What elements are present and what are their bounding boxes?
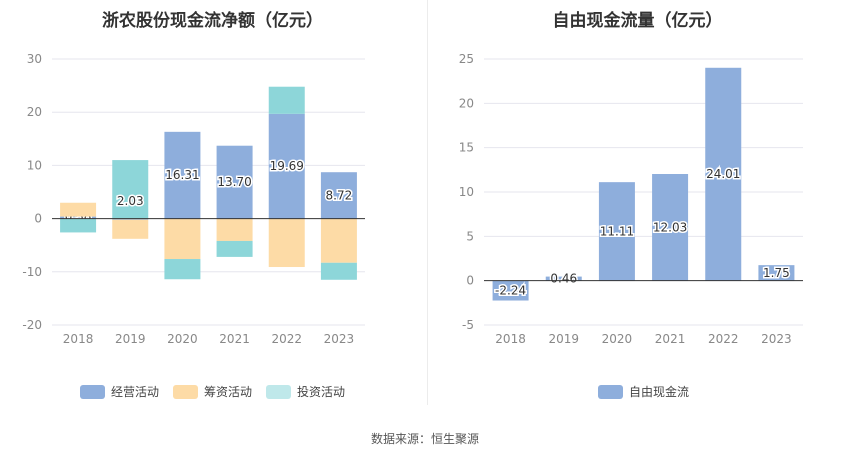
right-bar-fcf-2023 bbox=[758, 265, 795, 281]
right-x-tick-label: 2021 bbox=[655, 332, 686, 346]
left-x-tick-label: 2019 bbox=[115, 332, 146, 346]
legend-label-operating: 经营活动 bbox=[111, 385, 160, 399]
left-y-tick-label: -10 bbox=[22, 265, 42, 279]
right-y-tick-label: 15 bbox=[459, 141, 474, 155]
right-legend: 自由现金流 bbox=[598, 383, 703, 400]
left-y-tick-label: 20 bbox=[27, 105, 42, 119]
left-bar-financing-2020 bbox=[164, 218, 201, 260]
right-bar-fcf-2022 bbox=[705, 67, 742, 281]
right-value-label-2022: 24.01 bbox=[706, 167, 740, 181]
right-chart-title: 自由现金流量（亿元） bbox=[552, 11, 723, 31]
right-y-tick-label: -5 bbox=[462, 318, 474, 332]
right-x-tick-label: 2023 bbox=[761, 332, 792, 346]
right-y-tick-label: 10 bbox=[459, 185, 474, 199]
left-x-tick-label: 2021 bbox=[219, 332, 250, 346]
left-x-tick-label: 2020 bbox=[167, 332, 198, 346]
right-y-tick-label: 25 bbox=[459, 52, 474, 66]
left-x-tick-label: 2018 bbox=[63, 332, 94, 346]
left-bar-investing-2022 bbox=[268, 86, 305, 114]
right-bar-fcf-2018 bbox=[492, 280, 529, 301]
right-x-tick-label: 2018 bbox=[495, 332, 526, 346]
right-x-tick-label: 2022 bbox=[708, 332, 739, 346]
right-value-label-2019: 0.46 bbox=[550, 272, 577, 286]
legend-swatch-financing bbox=[173, 384, 199, 399]
legend-swatch-investing bbox=[266, 384, 292, 399]
left-bar-financing-2018 bbox=[60, 202, 97, 217]
left-bar-financing-2021 bbox=[216, 218, 253, 241]
left-bar-operating-2018 bbox=[60, 216, 97, 219]
legend-item-fcf[interactable]: 自由现金流 bbox=[598, 383, 689, 400]
left-chart-title: 浙农股份现金流净额（亿元） bbox=[102, 11, 323, 31]
left-bar-operating-2020 bbox=[164, 131, 201, 219]
left-bar-operating-2021 bbox=[216, 145, 253, 219]
right-y-tick-label: 0 bbox=[466, 274, 474, 288]
data-source-note: 数据来源：恒生聚源 bbox=[370, 432, 479, 446]
legend-item-financing[interactable]: 筹资活动 bbox=[173, 383, 252, 400]
left-bar-financing-2019 bbox=[112, 219, 149, 239]
right-value-label-2020: 11.11 bbox=[600, 224, 634, 238]
right-y-tick-label: 20 bbox=[459, 96, 474, 110]
legend-label-financing: 筹资活动 bbox=[204, 385, 253, 399]
right-bar-fcf-2019 bbox=[545, 276, 582, 281]
left-bar-operating-2019 bbox=[112, 218, 149, 220]
left-x-tick-label: 2023 bbox=[324, 332, 355, 346]
left-y-tick-label: 10 bbox=[27, 158, 42, 172]
left-value-label-2023: 8.72 bbox=[326, 188, 353, 202]
right-y-tick-label: 5 bbox=[466, 229, 474, 243]
left-bar-financing-2022 bbox=[268, 218, 305, 268]
legend-swatch-fcf bbox=[598, 384, 623, 399]
left-value-label-2021: 13.70 bbox=[217, 175, 251, 189]
left-bar-operating-2022 bbox=[268, 113, 305, 219]
right-value-label-2021: 12.03 bbox=[653, 220, 687, 234]
legend-swatch-operating bbox=[80, 384, 105, 399]
right-bar-fcf-2020 bbox=[598, 182, 635, 281]
right-value-label-2018: -2.24 bbox=[495, 284, 526, 298]
left-x-tick-label: 2022 bbox=[271, 332, 302, 346]
legend-item-operating[interactable]: 经营活动 bbox=[80, 383, 159, 400]
right-bar-fcf-2021 bbox=[652, 174, 689, 281]
left-legend: 经营活动 筹资活动 投资活动 bbox=[80, 383, 359, 400]
left-y-tick-label: -20 bbox=[22, 318, 42, 332]
left-net-label-2019: 2.03 bbox=[117, 194, 144, 208]
left-bar-operating-2023 bbox=[320, 172, 357, 219]
right-x-tick-label: 2019 bbox=[548, 332, 579, 346]
left-y-tick-label: 0 bbox=[34, 212, 42, 226]
legend-item-investing[interactable]: 投资活动 bbox=[266, 383, 345, 400]
left-bar-investing-2021 bbox=[216, 240, 253, 257]
panel-divider bbox=[427, 0, 428, 405]
right-value-label-2023: 1.75 bbox=[763, 266, 790, 280]
left-bar-investing-2019 bbox=[112, 160, 149, 219]
left-bar-investing-2018 bbox=[60, 218, 97, 233]
right-x-tick-label: 2020 bbox=[602, 332, 633, 346]
left-bar-investing-2023 bbox=[320, 262, 357, 280]
left-value-label-2020: 16.31 bbox=[165, 168, 199, 182]
left-y-tick-label: 30 bbox=[27, 52, 42, 66]
left-value-label-2022: 19.69 bbox=[270, 159, 304, 173]
left-bar-investing-2020 bbox=[164, 259, 201, 280]
legend-label-investing: 投资活动 bbox=[297, 385, 346, 399]
legend-label-fcf: 自由现金流 bbox=[629, 385, 690, 399]
left-bar-financing-2023 bbox=[320, 218, 357, 263]
